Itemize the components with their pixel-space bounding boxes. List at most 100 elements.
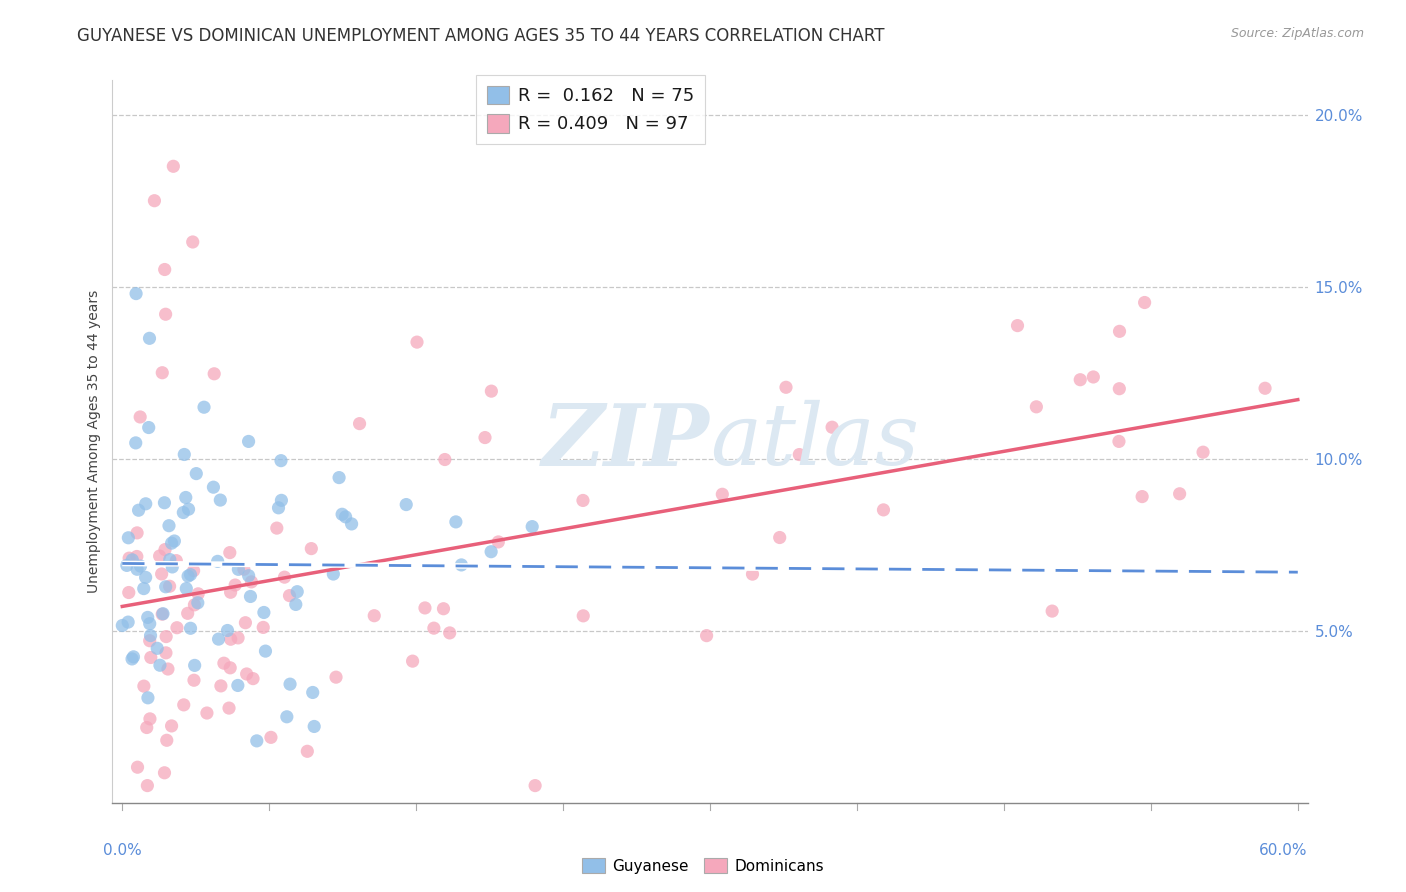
Point xyxy=(183,564,205,578)
Point xyxy=(209,493,232,508)
Point xyxy=(125,436,148,450)
Point xyxy=(117,531,139,545)
Point xyxy=(195,706,218,720)
Point xyxy=(121,652,143,666)
Point xyxy=(150,607,173,622)
Point xyxy=(146,641,169,656)
Point xyxy=(159,552,181,566)
Point xyxy=(156,662,179,676)
Point xyxy=(117,615,139,629)
Point xyxy=(787,448,810,462)
Point xyxy=(284,598,307,612)
Point xyxy=(125,286,148,301)
Point xyxy=(176,607,198,621)
Point xyxy=(160,536,183,550)
Text: 0.0%: 0.0% xyxy=(103,843,142,857)
Point xyxy=(132,679,155,693)
Point xyxy=(228,562,250,576)
Point xyxy=(177,569,200,583)
Point xyxy=(395,498,418,512)
Point xyxy=(270,493,292,508)
Point xyxy=(219,632,242,647)
Text: 60.0%: 60.0% xyxy=(1260,843,1308,857)
Point xyxy=(1133,295,1156,310)
Point xyxy=(1025,400,1047,414)
Point xyxy=(696,629,718,643)
Point xyxy=(209,679,232,693)
Point xyxy=(240,574,263,589)
Point xyxy=(160,719,183,733)
Point xyxy=(177,502,200,516)
Point xyxy=(224,578,246,592)
Point xyxy=(139,629,162,643)
Point xyxy=(152,607,174,621)
Text: Source: ZipAtlas.com: Source: ZipAtlas.com xyxy=(1230,27,1364,40)
Point xyxy=(285,584,308,599)
Point xyxy=(162,159,184,173)
Point xyxy=(260,731,283,745)
Point xyxy=(401,654,423,668)
Point xyxy=(139,712,162,726)
Point xyxy=(769,531,792,545)
Point xyxy=(235,667,257,681)
Point xyxy=(181,235,204,249)
Point xyxy=(474,431,496,445)
Point xyxy=(136,690,159,705)
Point xyxy=(238,434,260,449)
Point xyxy=(301,685,323,699)
Point xyxy=(252,620,274,634)
Point xyxy=(299,541,322,556)
Point xyxy=(174,582,197,596)
Text: ZIP: ZIP xyxy=(543,400,710,483)
Point xyxy=(572,493,595,508)
Point xyxy=(340,516,363,531)
Point xyxy=(172,506,194,520)
Point xyxy=(486,535,509,549)
Point xyxy=(322,567,344,582)
Point xyxy=(150,366,173,380)
Point xyxy=(138,616,160,631)
Point xyxy=(162,560,184,574)
Point xyxy=(183,673,205,688)
Point xyxy=(156,733,179,747)
Point xyxy=(253,606,276,620)
Point xyxy=(173,448,195,462)
Point xyxy=(572,608,595,623)
Legend: Guyanese, Dominicans: Guyanese, Dominicans xyxy=(575,852,831,880)
Point xyxy=(132,582,155,596)
Point xyxy=(297,744,319,758)
Point xyxy=(166,621,188,635)
Point xyxy=(183,598,205,612)
Point xyxy=(432,601,454,615)
Point xyxy=(135,570,157,584)
Point xyxy=(246,734,269,748)
Point xyxy=(157,518,180,533)
Point xyxy=(174,491,197,505)
Point xyxy=(149,658,172,673)
Point xyxy=(128,503,150,517)
Point xyxy=(155,630,177,644)
Point xyxy=(232,562,254,576)
Point xyxy=(278,677,301,691)
Point xyxy=(202,480,225,494)
Point xyxy=(775,380,797,394)
Point xyxy=(163,534,186,549)
Point xyxy=(155,307,177,321)
Point xyxy=(135,721,157,735)
Point xyxy=(129,559,152,574)
Point xyxy=(207,632,229,646)
Point xyxy=(479,384,502,399)
Point xyxy=(1108,324,1130,338)
Point xyxy=(1069,373,1091,387)
Point xyxy=(273,570,295,584)
Point xyxy=(165,554,187,568)
Point xyxy=(155,646,177,660)
Point xyxy=(821,420,844,434)
Point xyxy=(183,658,205,673)
Text: atlas: atlas xyxy=(710,401,920,483)
Point xyxy=(363,608,385,623)
Point xyxy=(153,262,176,277)
Point xyxy=(226,678,249,692)
Point xyxy=(522,519,544,533)
Point xyxy=(115,558,138,573)
